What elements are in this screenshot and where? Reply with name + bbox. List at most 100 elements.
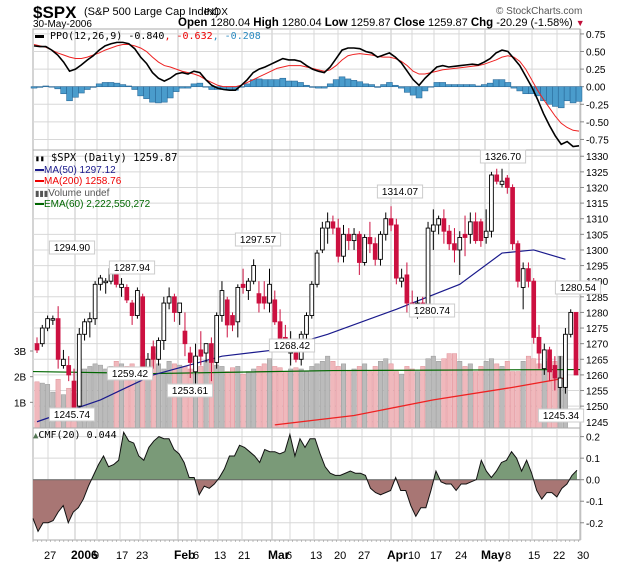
svg-text:1315: 1315 [586, 199, 609, 210]
ma50-swatch-icon [35, 168, 44, 171]
svg-text:1268.42: 1268.42 [274, 341, 311, 352]
svg-text:23: 23 [136, 550, 148, 562]
candlestick-icon: ▮▮ [35, 154, 45, 163]
svg-text:1B: 1B [14, 398, 27, 409]
svg-text:1265: 1265 [586, 355, 609, 366]
svg-text:15: 15 [528, 550, 540, 562]
exchange-label: INDX [204, 7, 228, 18]
chg-value: -20.29 (-1.58%) [496, 17, 573, 29]
svg-text:2B: 2B [14, 373, 27, 384]
price-legend-label: $SPX (Daily) 1259.87 [50, 152, 178, 164]
price-panel: 1330132513201315131013051300129512901285… [14, 149, 609, 429]
svg-text:6: 6 [193, 550, 199, 562]
svg-text:0.25: 0.25 [586, 65, 606, 76]
svg-text:-0.2: -0.2 [586, 519, 604, 530]
symbol-name: (S&P 500 Large Cap Index) [84, 6, 219, 18]
high-value: 1280.04 [281, 17, 322, 29]
cmf-panel: 0.2 0.1 0.0 -0.1 -0.2 [32, 427, 604, 541]
open-label: Open [178, 17, 208, 29]
svg-text:-0.25: -0.25 [586, 100, 609, 111]
price-legend: ▮▮ $SPX (Daily) 1259.87 MA(50) 1297.12 M… [35, 152, 178, 211]
symbol-title: $SPX [33, 3, 77, 22]
svg-text:17: 17 [430, 550, 442, 562]
svg-text:1259.42: 1259.42 [112, 369, 149, 380]
volume-legend-label: Volume undef [48, 187, 110, 199]
svg-text:1330: 1330 [586, 152, 609, 163]
ppo-value: -0.840 [128, 31, 165, 42]
copyright-link[interactable]: © StockCharts.com [496, 6, 583, 17]
svg-text:1280: 1280 [586, 308, 609, 319]
ma50-legend-label: MA(50) 1297.12 [44, 164, 116, 176]
svg-text:1253.61: 1253.61 [172, 386, 209, 397]
svg-text:3B: 3B [14, 347, 27, 358]
ma200-swatch-icon [35, 180, 44, 183]
svg-text:1326.70: 1326.70 [485, 152, 522, 163]
cmf-legend: ▲CMF(20) 0.044 [33, 430, 117, 441]
ppo-signal-value: -0.632 [176, 31, 213, 42]
svg-text:1270: 1270 [586, 340, 609, 351]
svg-text:1260: 1260 [586, 371, 609, 382]
chg-label: Chg [470, 17, 494, 29]
svg-text:1245: 1245 [586, 418, 609, 429]
svg-text:1294.90: 1294.90 [54, 243, 91, 254]
svg-text:13: 13 [310, 550, 322, 562]
svg-text:0.0: 0.0 [586, 476, 600, 487]
svg-text:1297.57: 1297.57 [240, 235, 277, 246]
svg-text:Feb: Feb [174, 548, 195, 562]
svg-text:May: May [481, 548, 505, 562]
ohlc-summary: Open 1280.04 High 1280.04 Low 1259.87 Cl… [178, 17, 585, 29]
svg-text:1305: 1305 [586, 230, 609, 241]
open-value: 1280.04 [210, 17, 251, 29]
svg-text:2006: 2006 [71, 548, 98, 562]
svg-text:1280.74: 1280.74 [414, 306, 451, 317]
svg-text:1314.07: 1314.07 [382, 187, 419, 198]
svg-text:-0.50: -0.50 [586, 118, 609, 129]
svg-text:1310: 1310 [586, 215, 609, 226]
close-value: 1259.87 [428, 17, 468, 29]
svg-text:24: 24 [455, 550, 467, 562]
svg-text:6: 6 [286, 550, 292, 562]
svg-text:9: 9 [93, 550, 99, 562]
low-label: Low [324, 17, 348, 29]
svg-text:22: 22 [553, 550, 565, 562]
svg-text:0.00: 0.00 [586, 83, 606, 94]
svg-text:10: 10 [408, 550, 420, 562]
volume-bars-icon: ▮▮▮ [35, 188, 49, 198]
ppo-label: PPO(12,26,9) [50, 31, 123, 42]
svg-text:27: 27 [358, 550, 370, 562]
svg-text:13: 13 [214, 550, 226, 562]
svg-text:1320: 1320 [586, 183, 609, 194]
high-label: High [253, 17, 279, 29]
svg-text:27: 27 [44, 550, 56, 562]
svg-text:1245.34: 1245.34 [543, 411, 580, 422]
svg-text:1295: 1295 [586, 262, 609, 273]
svg-text:-0.75: -0.75 [586, 135, 609, 146]
svg-text:0.2: 0.2 [586, 433, 600, 444]
svg-text:1300: 1300 [586, 246, 609, 257]
ppo-histogram-value: -0.208 [224, 31, 261, 42]
svg-text:1275: 1275 [586, 324, 609, 335]
svg-text:8: 8 [505, 550, 511, 562]
cmf-area-icon: ▲ [33, 431, 39, 441]
svg-text:0.50: 0.50 [586, 48, 606, 59]
svg-text:Apr: Apr [387, 548, 408, 562]
svg-text:1255: 1255 [586, 387, 609, 398]
svg-text:20: 20 [334, 550, 346, 562]
svg-text:1285: 1285 [586, 293, 609, 304]
svg-text:1287.94: 1287.94 [114, 263, 151, 274]
ma200-legend-label: MA(200) 1258.76 [44, 176, 122, 187]
svg-text:-0.1: -0.1 [586, 497, 604, 508]
ppo-panel: 0.75 0.50 0.25 0.00 -0.25 -0.50 -0.75 [30, 28, 609, 151]
svg-text:1245.74: 1245.74 [54, 410, 91, 421]
cmf-legend-label: CMF(20) 0.044 [38, 430, 117, 441]
down-arrow-icon: ▼ [575, 18, 585, 28]
svg-text:1325: 1325 [586, 168, 609, 179]
svg-text:1250: 1250 [586, 402, 609, 413]
svg-text:1280.54: 1280.54 [560, 283, 597, 294]
low-value: 1259.87 [350, 17, 391, 29]
svg-text:17: 17 [116, 550, 128, 562]
svg-text:21: 21 [238, 550, 250, 562]
svg-text:0.75: 0.75 [586, 30, 606, 41]
